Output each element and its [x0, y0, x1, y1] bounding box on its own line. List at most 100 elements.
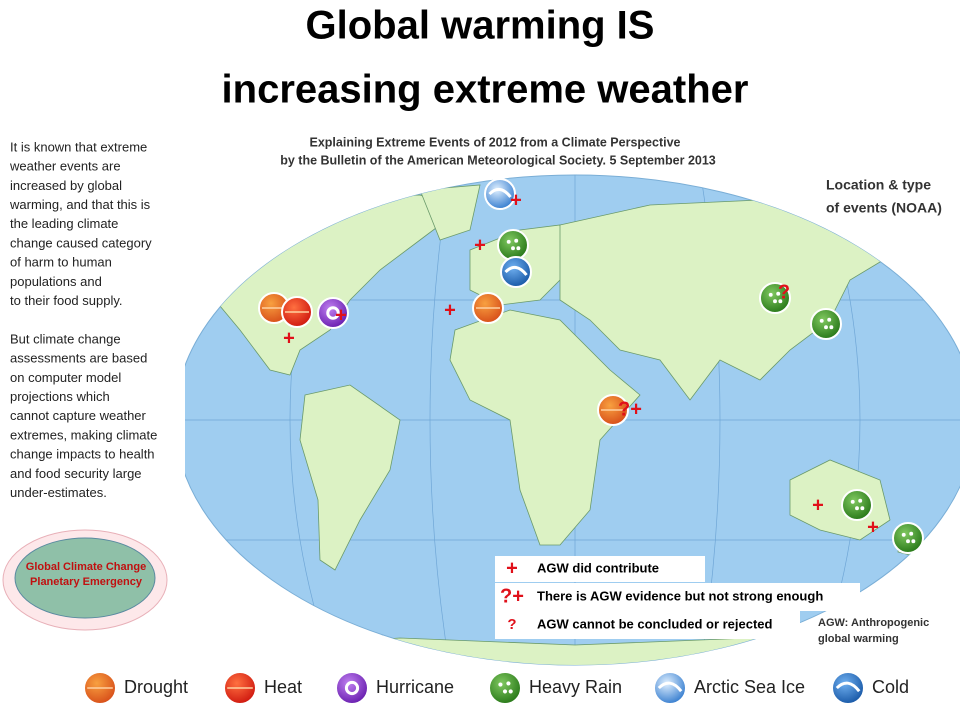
key-box [495, 611, 800, 639]
event-icon [831, 671, 865, 705]
drop [906, 539, 910, 544]
map-sign: + [867, 516, 879, 538]
drop [514, 238, 519, 243]
swirl [657, 681, 683, 693]
note: AGW: Anthropogenic [818, 617, 929, 629]
drop [824, 325, 828, 330]
event-icon [597, 394, 629, 426]
drop [858, 498, 863, 503]
event-icon [759, 282, 791, 314]
title: increasing extreme weather [222, 68, 749, 112]
icon-circle [335, 671, 369, 705]
map-sign: ?+ [618, 398, 642, 420]
drop [819, 318, 824, 323]
key-sign: ?+ [500, 585, 524, 607]
swirl [835, 681, 861, 693]
side-text: of harm to human [10, 255, 112, 270]
logo-text: Planetary Emergency [30, 576, 143, 588]
event-icon [472, 292, 504, 324]
drop [829, 325, 834, 330]
logo [2, 529, 168, 631]
icon-circle [831, 671, 865, 705]
map-sign: + [510, 189, 522, 211]
side-text: to their food supply. [10, 293, 123, 308]
key-text: There is AGW evidence but not strong eno… [537, 588, 823, 603]
icon-circle [500, 256, 532, 288]
drop [901, 532, 906, 537]
event-icon [83, 671, 117, 705]
title: Global warming IS [306, 4, 655, 48]
icon-circle [488, 671, 522, 705]
event-icon [841, 489, 873, 521]
key-text: AGW did contribute [537, 560, 659, 575]
event-icon [653, 671, 687, 705]
legend-label: Cold [872, 677, 909, 697]
drop [768, 292, 773, 297]
drop [776, 291, 781, 296]
map-sign: ? [778, 281, 790, 303]
icon-circle [810, 308, 842, 340]
note: global warming [818, 633, 899, 645]
side-text: warming, and that this is [9, 197, 151, 212]
key-sign: + [506, 557, 518, 579]
map-sign: + [283, 327, 295, 349]
event-icon [500, 256, 532, 288]
side-text: on computer model [10, 370, 121, 385]
drop [909, 531, 914, 536]
event-icon [335, 671, 369, 705]
drop [855, 506, 859, 511]
map-sign: + [335, 304, 347, 326]
event-icon [281, 296, 313, 328]
eye [326, 306, 340, 320]
drop [506, 239, 511, 244]
event-icon [484, 178, 516, 210]
icon-circle [653, 671, 687, 705]
key-text: AGW cannot be concluded or rejected [537, 616, 773, 631]
side-text: change caused category [10, 235, 152, 250]
drop [850, 499, 855, 504]
legend-label: Arctic Sea Ice [694, 677, 805, 697]
map-sign: + [474, 234, 486, 256]
side-text: change impacts to health [10, 447, 155, 462]
swirl [488, 188, 512, 198]
drop [506, 681, 511, 686]
map-label: Location & type [826, 177, 931, 193]
side-text: and food security large [10, 466, 142, 481]
icon-circle [759, 282, 791, 314]
key-box [495, 556, 705, 582]
side-text: cannot capture weather [10, 408, 147, 423]
legend-label: Drought [124, 677, 188, 697]
side-text: It is known that extreme [10, 139, 147, 154]
drop [502, 689, 508, 694]
swirl [504, 266, 528, 276]
drop [778, 299, 783, 304]
side-text: weather events are [9, 159, 121, 174]
drop [498, 682, 503, 687]
drop [860, 506, 865, 511]
icon-circle [484, 178, 516, 210]
subtitle: by the Bulletin of the American Meteorol… [280, 153, 716, 167]
event-icon [488, 671, 522, 705]
event-icon [892, 522, 924, 554]
side-text: under-estimates. [10, 485, 107, 500]
drop [773, 299, 777, 304]
side-text: projections which [10, 389, 110, 404]
event-icon [497, 229, 529, 261]
map-label: of events (NOAA) [826, 200, 942, 216]
eye [344, 680, 360, 696]
drop [511, 246, 515, 251]
side-text: the leading climate [10, 216, 118, 231]
event-icon [810, 308, 842, 340]
event-icon [317, 297, 349, 329]
logo-text: Global Climate Change [26, 561, 146, 573]
icon-circle [841, 489, 873, 521]
side-text: But climate change [10, 331, 121, 346]
drop [911, 539, 916, 544]
key-box [495, 583, 860, 611]
legend-label: Heat [264, 677, 302, 697]
map-sign: + [444, 299, 456, 321]
side-text: populations and [10, 274, 102, 289]
drop [827, 317, 832, 322]
drop [516, 246, 521, 251]
